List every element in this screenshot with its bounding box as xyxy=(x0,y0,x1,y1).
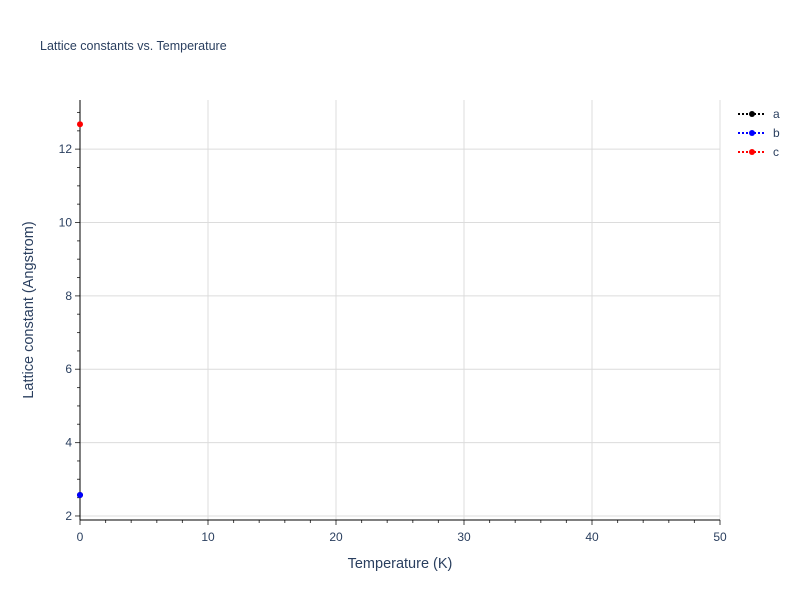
chart-title: Lattice constants vs. Temperature xyxy=(40,39,227,53)
legend-marker-a xyxy=(749,111,755,117)
data-point-c xyxy=(77,121,83,128)
x-tick-label: 30 xyxy=(457,530,471,544)
legend-marker-c xyxy=(749,149,755,155)
y-axis-label: Lattice constant (Angstrom) xyxy=(21,221,37,398)
legend-label-b: b xyxy=(773,126,780,140)
x-tick-label: 20 xyxy=(329,530,343,544)
data-point-b xyxy=(77,492,83,499)
axes: 0 10 20 30 40 50 2 4 6 8 10 12 xyxy=(59,100,727,544)
legend-label-c: c xyxy=(773,145,779,159)
legend[interactable]: abc xyxy=(738,107,780,159)
y-tick-label: 10 xyxy=(59,216,73,230)
y-tick-label: 6 xyxy=(65,362,72,376)
y-tick-label: 12 xyxy=(59,142,73,156)
grid xyxy=(80,100,721,520)
legend-label-a: a xyxy=(773,107,780,121)
x-axis-label: Temperature (K) xyxy=(348,556,453,572)
y-tick-label: 8 xyxy=(65,289,72,303)
y-tick-label: 4 xyxy=(65,436,72,450)
x-tick-label: 10 xyxy=(201,530,215,544)
x-tick-label: 50 xyxy=(713,530,727,544)
data-points xyxy=(77,121,83,499)
x-tick-label: 0 xyxy=(77,530,84,544)
x-tick-label: 40 xyxy=(585,530,599,544)
y-tick-label: 2 xyxy=(65,509,72,523)
legend-marker-b xyxy=(749,130,755,136)
